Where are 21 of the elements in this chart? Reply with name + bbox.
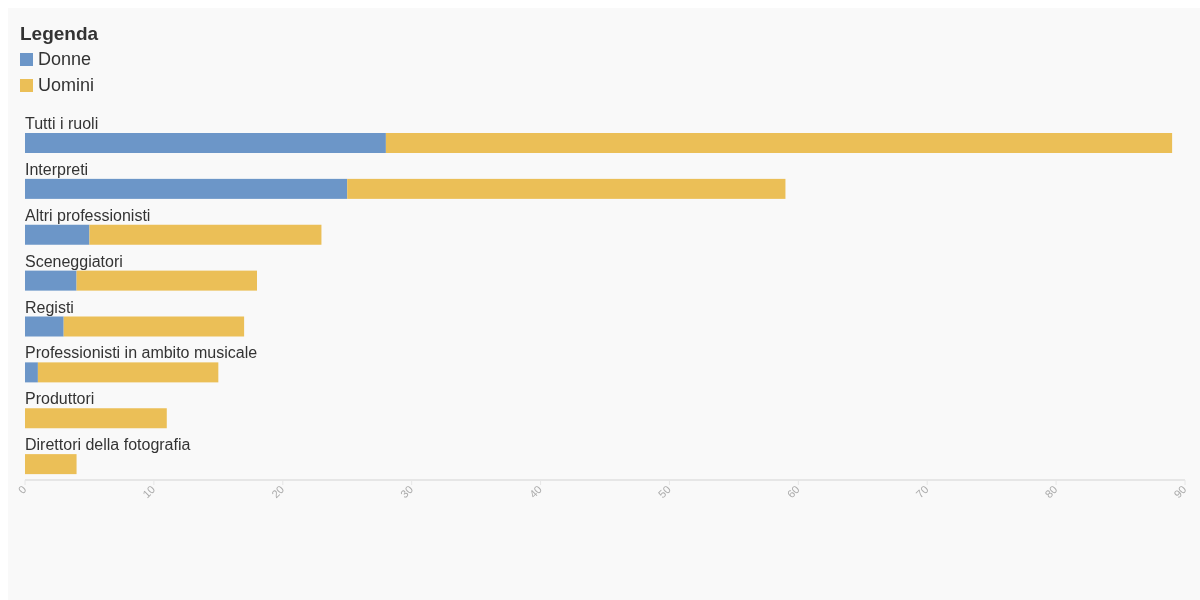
y-tick-label: Professionisti in ambito musicale — [25, 344, 258, 362]
y-tick-label: Tutti i ruoli — [25, 115, 99, 132]
x-tick-label: 30 — [397, 482, 416, 501]
x-tick-label: 50 — [655, 482, 673, 501]
x-tick-label: 10 — [140, 482, 158, 501]
legend-label: Uomini — [38, 75, 95, 95]
y-tick-label: Registi — [25, 298, 74, 316]
x-tick-label: 20 — [269, 482, 287, 501]
y-tick-label: Interpreti — [25, 160, 89, 178]
x-tick-label: 40 — [526, 482, 545, 501]
legend-title: Legenda — [20, 23, 99, 44]
y-tick-label: Produttori — [25, 390, 95, 408]
x-tick-label: 0 — [15, 482, 29, 496]
y-tick-label: Direttori della fotografia — [25, 436, 191, 454]
x-tick-label: 90 — [1171, 482, 1189, 501]
y-tick-label: Sceneggiatori — [25, 252, 123, 270]
y-tick-label: Altri professionisti — [25, 206, 151, 224]
x-tick-label: 70 — [913, 482, 931, 501]
legend-label: Donne — [38, 49, 92, 69]
x-tick-label: 60 — [784, 482, 802, 501]
x-tick-label: 80 — [1042, 482, 1060, 501]
